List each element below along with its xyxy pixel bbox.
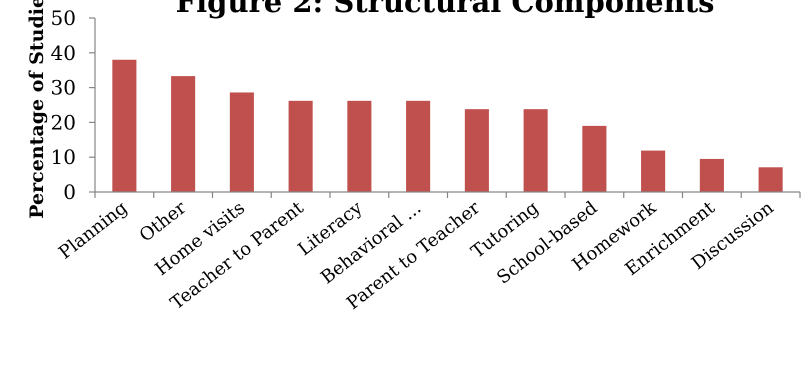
y-axis-label: Percentage of Studies [26,0,48,219]
bar [699,158,724,192]
y-tick-label: 50 [51,6,76,30]
bar [758,167,783,192]
x-tick-label: School-based [493,197,601,288]
bar [112,59,137,193]
bar [171,76,196,192]
y-tick-label: 20 [51,110,76,134]
y-axis-ticks: 0 10 20 30 40 50 [51,6,95,204]
y-tick-label: 40 [51,41,76,65]
bar [464,109,489,192]
x-axis-ticks [94,192,801,198]
bars [112,59,783,193]
bar [641,150,666,192]
chart-title: Figure 2: Structural Components [176,0,715,19]
bar [523,109,548,192]
bar [229,92,254,192]
y-tick-label: 0 [63,180,76,204]
bar [288,100,313,192]
bar [347,100,372,192]
bar [582,125,607,192]
y-tick-label: 10 [51,145,76,169]
x-tick-label: Planning [55,197,131,263]
bar [406,100,431,192]
y-tick-label: 30 [51,76,76,100]
